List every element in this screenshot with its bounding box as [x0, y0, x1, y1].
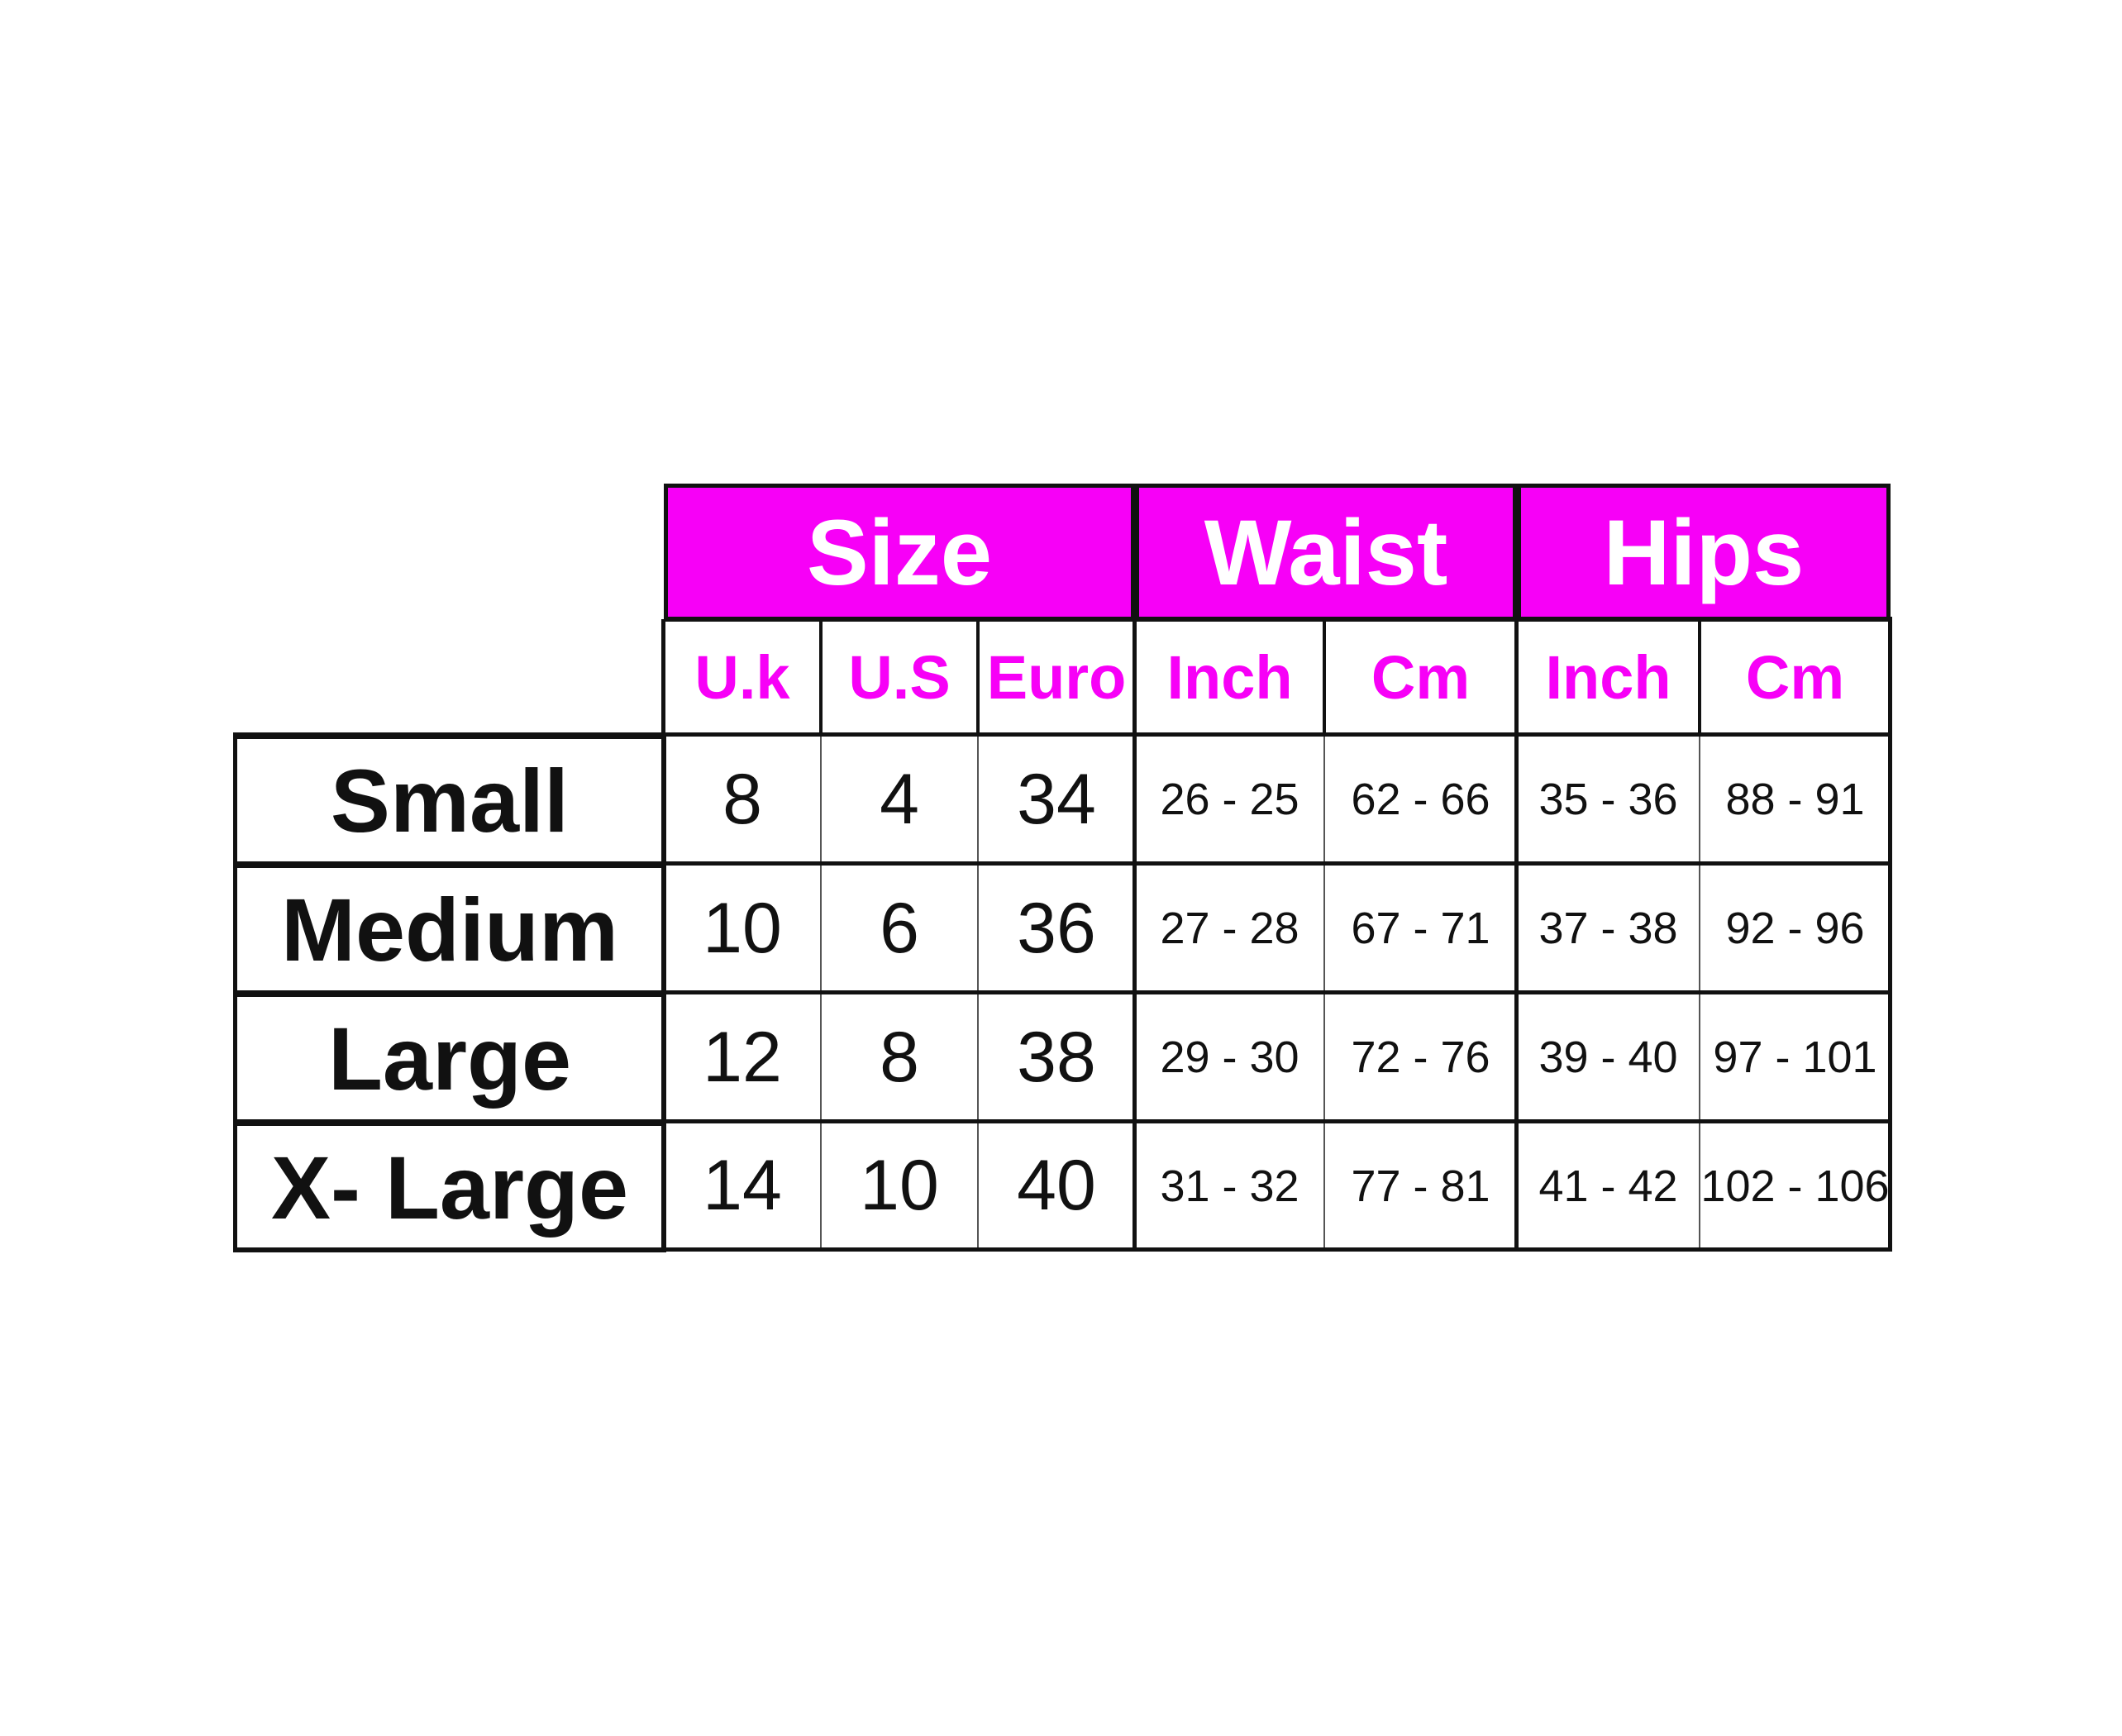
table-cell: 38: [978, 993, 1135, 1122]
header-hips: Hips: [1517, 484, 1891, 622]
table-cell: 88 - 91: [1700, 735, 1891, 864]
divider-horizontal: [664, 617, 1892, 621]
table-cell: 26 - 25: [1135, 735, 1324, 864]
row-label: Large: [233, 993, 666, 1124]
row-label: X- Large: [233, 1122, 666, 1252]
divider-vertical: [1888, 619, 1892, 1252]
table-cell: 92 - 96: [1700, 864, 1891, 993]
table-cell: 34: [978, 735, 1135, 864]
table-cell: 77 - 81: [1324, 1122, 1517, 1250]
header-waist: Waist: [1135, 484, 1517, 622]
table-cell: 35 - 36: [1517, 735, 1700, 864]
table-cell: 8: [821, 993, 978, 1122]
subheader-6: Cm: [1700, 619, 1891, 735]
table-cell: 4: [821, 735, 978, 864]
divider-horizontal: [233, 732, 1892, 737]
table-cell: 6: [821, 864, 978, 993]
table-cell: 41 - 42: [1517, 1122, 1700, 1250]
subheader-0: U.k: [664, 619, 821, 735]
header-size: Size: [664, 484, 1135, 622]
table-cell: 39 - 40: [1517, 993, 1700, 1122]
table-cell: 97 - 101: [1700, 993, 1891, 1122]
table-cell: 8: [664, 735, 821, 864]
table-cell: 31 - 32: [1135, 1122, 1324, 1250]
divider-vertical: [1514, 619, 1519, 1252]
table-cell: 72 - 76: [1324, 993, 1517, 1122]
divider-horizontal: [233, 861, 1892, 866]
table-cell: 29 - 30: [1135, 993, 1324, 1122]
table-cell: 27 - 28: [1135, 864, 1324, 993]
subheader-3: Inch: [1135, 619, 1324, 735]
table-cell: 62 - 66: [1324, 735, 1517, 864]
divider-horizontal: [233, 990, 1892, 994]
subheader-1: U.S: [821, 619, 978, 735]
subheader-5: Inch: [1517, 619, 1700, 735]
subheader-4: Cm: [1324, 619, 1517, 735]
row-label: Small: [233, 735, 666, 866]
table-cell: 67 - 71: [1324, 864, 1517, 993]
table-cell: 102 - 106: [1700, 1122, 1891, 1250]
divider-horizontal: [233, 1119, 1892, 1123]
divider-vertical: [661, 619, 665, 1252]
table-cell: 14: [664, 1122, 821, 1250]
table-cell: 10: [664, 864, 821, 993]
table-cell: 37 - 38: [1517, 864, 1700, 993]
table-cell: 10: [821, 1122, 978, 1250]
divider-vertical: [1133, 619, 1137, 1252]
row-label: Medium: [233, 864, 666, 995]
table-cell: 12: [664, 993, 821, 1122]
table-cell: 36: [978, 864, 1135, 993]
divider-horizontal: [233, 1247, 1892, 1252]
table-cell: 40: [978, 1122, 1135, 1250]
subheader-2: Euro: [978, 619, 1135, 735]
